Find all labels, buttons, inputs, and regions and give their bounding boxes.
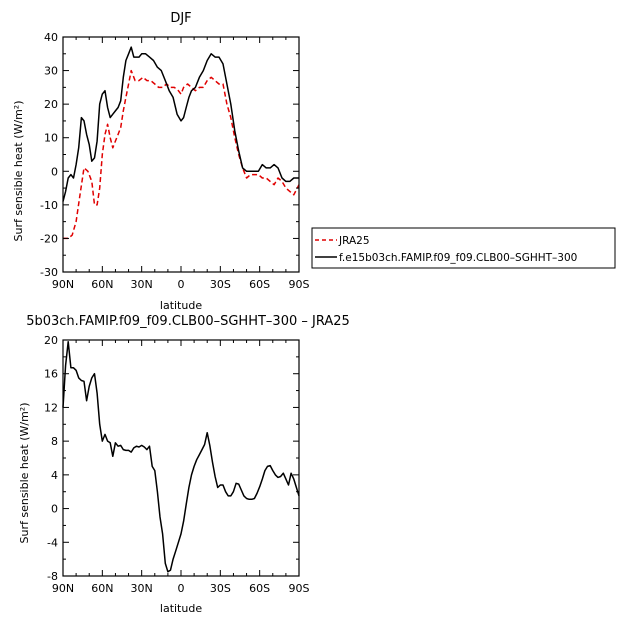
top-chart-ylabel: Surf sensible heat (W/m²) [12, 101, 25, 242]
bottom-xtick-label-4: 30S [210, 582, 231, 595]
top-chart-xlabel: latitude [160, 299, 202, 312]
top-chart-plot-area: -30 -20 -10 0 10 20 30 40 90N 60N 30N 0 30S 60S 90S [40, 31, 309, 291]
top-ytick-label-5: 20 [44, 98, 58, 111]
legend-label-model: f.e15b03ch.FAMIP.f09_f09.CLB00–SGHHT–300 [339, 252, 577, 264]
bottom-ytick-label-4: 8 [51, 435, 58, 448]
top-chart-title: DJF [170, 11, 191, 26]
bottom-chart-xlabel: latitude [160, 602, 202, 615]
top-ytick-label-7: 40 [44, 31, 58, 44]
bottom-ytick-label-1: -4 [47, 536, 58, 549]
bottom-xtick-label-1: 60N [91, 582, 113, 595]
legend-box [311, 227, 616, 269]
bottom-chart-ylabel: Surf sensible heat (W/m²) [18, 403, 31, 544]
bottom-series-line-0 [62, 340, 300, 573]
top-plot-frame [62, 36, 300, 273]
top-xtick-label-2: 30N [131, 278, 153, 291]
top-ytick-label-6: 30 [44, 65, 58, 78]
top-xtick-label-6: 90S [289, 278, 310, 291]
bottom-chart-title: 5b03ch.FAMIP.f09_f09.CLB00–SGHHT–300 – J… [26, 314, 350, 329]
bottom-ytick-label-6: 16 [44, 368, 58, 381]
top-xtick-label-1: 60N [91, 278, 113, 291]
legend-label-jra25: JRA25 [338, 235, 370, 247]
top-xtick-label-4: 30S [210, 278, 231, 291]
bottom-xtick-label-3: 0 [178, 582, 185, 595]
bottom-plot-frame [62, 339, 300, 577]
bottom-ytick-label-5: 12 [44, 401, 58, 414]
bottom-ytick-label-7: 20 [44, 334, 58, 347]
bottom-xtick-label-6: 90S [289, 582, 310, 595]
bottom-chart-plot-area: -8 -4 0 4 8 12 16 20 90N 60N 30N 0 30S 60S 90S [44, 334, 310, 595]
top-series-line-1 [62, 46, 299, 202]
top-ytick-label-0: -30 [40, 266, 58, 279]
top-ytick-label-3: 0 [51, 165, 58, 178]
top-ytick-label-4: 10 [44, 132, 58, 145]
bottom-xtick-label-5: 60S [249, 582, 270, 595]
bottom-ytick-label-0: -8 [47, 570, 58, 583]
bottom-xtick-label-0: 90N [52, 582, 74, 595]
top-ytick-label-2: -10 [40, 199, 58, 212]
top-series-line-0 [63, 69, 300, 240]
legend: JRA25 f.e15b03ch.FAMIP.f09_f09.CLB00–SGH… [311, 227, 616, 269]
top-xtick-label-5: 60S [249, 278, 270, 291]
bottom-ytick-label-3: 4 [51, 469, 58, 482]
bottom-ytick-label-2: 0 [51, 503, 58, 516]
top-xtick-label-3: 0 [178, 278, 185, 291]
top-xtick-label-0: 90N [52, 278, 74, 291]
top-ytick-label-1: -20 [40, 232, 58, 245]
bottom-xtick-label-2: 30N [131, 582, 153, 595]
